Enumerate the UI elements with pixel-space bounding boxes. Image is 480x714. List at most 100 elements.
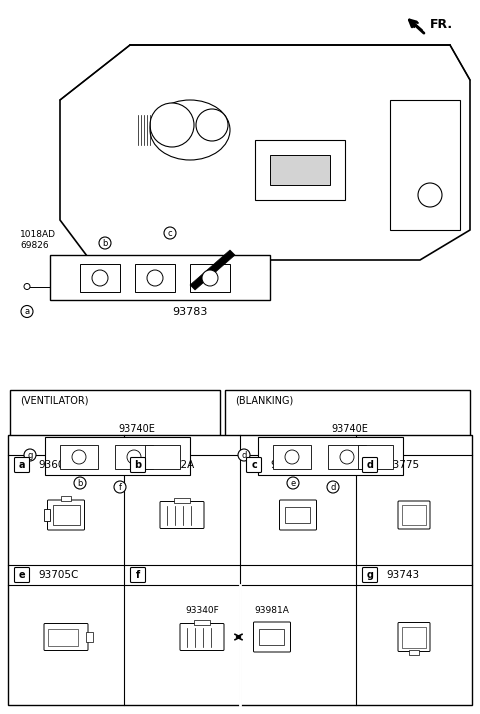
Text: d: d [367, 460, 373, 470]
FancyBboxPatch shape [247, 458, 262, 473]
FancyBboxPatch shape [48, 500, 84, 530]
Bar [10, 390, 220, 500]
Circle shape [340, 450, 354, 464]
Bar [358, 445, 393, 469]
Polygon shape [390, 100, 460, 230]
Polygon shape [190, 250, 235, 290]
Bar [44, 509, 49, 521]
Circle shape [72, 450, 86, 464]
Circle shape [202, 270, 218, 286]
Text: 93740E: 93740E [332, 424, 369, 434]
Circle shape [150, 103, 194, 147]
Text: b: b [77, 478, 83, 488]
Bar [115, 445, 153, 469]
Text: 93783: 93783 [172, 307, 208, 317]
FancyBboxPatch shape [398, 623, 430, 651]
Text: FR.: FR. [430, 18, 453, 31]
FancyBboxPatch shape [131, 458, 145, 473]
Text: 93340F: 93340F [185, 606, 219, 615]
Circle shape [196, 109, 228, 141]
Text: d: d [241, 451, 247, 460]
Bar [60, 445, 98, 469]
Bar [135, 264, 175, 292]
Circle shape [24, 449, 36, 461]
Bar [80, 264, 120, 292]
Text: 1018AD
69826: 1018AD 69826 [20, 231, 56, 250]
Text: 93981A: 93981A [254, 606, 289, 615]
Circle shape [164, 227, 176, 239]
Circle shape [99, 237, 111, 249]
Circle shape [287, 477, 299, 489]
Bar [145, 445, 180, 469]
Circle shape [285, 450, 299, 464]
Text: f: f [136, 570, 140, 580]
Text: 93602: 93602 [270, 460, 303, 470]
Circle shape [24, 283, 30, 289]
Bar [259, 629, 284, 645]
FancyBboxPatch shape [253, 622, 290, 652]
Bar [285, 507, 310, 523]
Text: 97422A: 97422A [154, 460, 194, 470]
Text: a: a [19, 460, 25, 470]
Text: c: c [251, 460, 257, 470]
Bar [273, 445, 311, 469]
Bar [225, 390, 470, 500]
Circle shape [264, 633, 269, 638]
Bar [194, 620, 210, 625]
Text: 93601: 93601 [38, 460, 71, 470]
Circle shape [327, 481, 339, 493]
Bar [402, 626, 426, 648]
FancyBboxPatch shape [44, 623, 88, 650]
Circle shape [92, 270, 108, 286]
Bar [328, 445, 366, 469]
Text: 93743: 93743 [386, 570, 419, 580]
Circle shape [74, 477, 86, 489]
FancyBboxPatch shape [279, 500, 316, 530]
Text: (BLANKING): (BLANKING) [235, 395, 293, 405]
Text: e: e [290, 478, 296, 488]
Circle shape [114, 481, 126, 493]
Bar [255, 140, 345, 200]
Circle shape [238, 449, 250, 461]
Bar [86, 632, 93, 642]
Text: b: b [102, 238, 108, 248]
FancyBboxPatch shape [362, 568, 377, 583]
Text: 93740E: 93740E [119, 424, 156, 434]
Bar [174, 498, 190, 503]
Circle shape [127, 450, 141, 464]
Bar [270, 155, 330, 185]
Bar [258, 437, 403, 475]
Text: b: b [134, 460, 142, 470]
Text: f: f [119, 483, 121, 491]
Circle shape [418, 183, 442, 207]
Text: 93705C: 93705C [38, 570, 78, 580]
FancyBboxPatch shape [131, 568, 145, 583]
Circle shape [21, 306, 33, 318]
FancyBboxPatch shape [398, 501, 430, 529]
Bar [409, 650, 419, 655]
Text: e: e [19, 570, 25, 580]
Bar [190, 264, 230, 292]
Bar [8, 435, 472, 705]
Text: c: c [168, 228, 172, 238]
FancyBboxPatch shape [14, 458, 29, 473]
Bar [52, 505, 80, 525]
FancyBboxPatch shape [180, 623, 224, 650]
Text: (VENTILATOR): (VENTILATOR) [20, 395, 88, 405]
Text: g: g [27, 451, 33, 460]
FancyBboxPatch shape [160, 501, 204, 528]
Bar [45, 437, 190, 475]
FancyBboxPatch shape [14, 568, 29, 583]
Text: g: g [367, 570, 373, 580]
Bar [50, 255, 270, 300]
Bar [61, 496, 71, 501]
Ellipse shape [150, 100, 230, 160]
FancyBboxPatch shape [362, 458, 377, 473]
Bar [48, 628, 78, 645]
Text: 93775: 93775 [386, 460, 419, 470]
Circle shape [147, 270, 163, 286]
Circle shape [290, 511, 296, 516]
Bar [402, 505, 426, 525]
Text: a: a [24, 307, 30, 316]
Polygon shape [60, 45, 470, 260]
